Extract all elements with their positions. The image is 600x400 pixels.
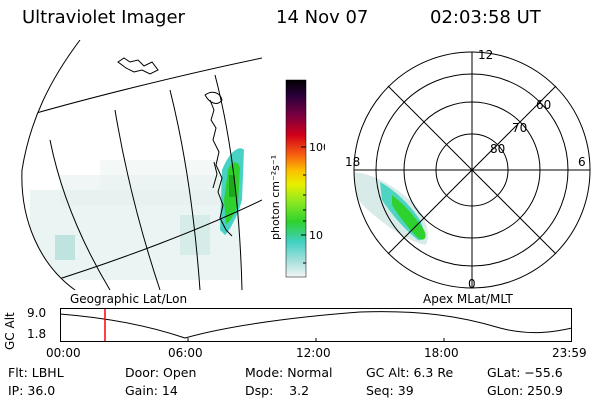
- mlat-label-60: 60: [536, 98, 551, 112]
- mlat-label-70: 70: [512, 121, 527, 135]
- colorbar-tick-10: 10: [309, 229, 323, 242]
- polar-mlat-mlt-panel: 12 18 6 0 60 70 80: [345, 48, 591, 290]
- filter-status: Flt: LBHL: [8, 365, 64, 380]
- lat-lon-grid: [21, 57, 262, 290]
- altitude-trace: [60, 311, 572, 339]
- geographic-longitude: GLon: 250.9: [487, 383, 563, 398]
- mode-status: Mode: Normal: [245, 365, 333, 380]
- door-status: Door: Open: [125, 365, 197, 380]
- time-tick-1200: 12:00: [296, 346, 331, 360]
- time-tick-2359: 23:59: [552, 346, 587, 360]
- colorbar-tick-100: 100: [309, 141, 325, 154]
- mlt-label-0: 0: [468, 277, 476, 290]
- gain-status: Gain: 14: [125, 383, 178, 398]
- geographic-latitude: GLat: −55.6: [487, 365, 563, 380]
- time-tick-0000: 00:00: [46, 346, 81, 360]
- ip-status: IP: 36.0: [8, 383, 56, 398]
- altitude-plot-frame: [60, 308, 572, 342]
- island-outline: [117, 57, 159, 75]
- observation-date: 14 Nov 07: [276, 7, 369, 28]
- dsp-status: Dsp: 3.2: [245, 383, 310, 398]
- aurora-arc: [220, 148, 244, 235]
- time-tick-1800: 18:00: [424, 346, 459, 360]
- instrument-title: Ultraviolet Imager: [22, 7, 185, 28]
- altitude-plot: [60, 308, 572, 342]
- faint-emission-field: [30, 160, 240, 280]
- mlt-label-12: 12: [478, 48, 493, 62]
- altitude-axis-label: GC Alt: [3, 312, 17, 350]
- sequence-status: Seq: 39: [366, 383, 414, 398]
- polar-panel-caption: Apex MLat/MLT: [423, 292, 513, 306]
- polar-grid: [353, 51, 591, 289]
- colorbar-unit-label: photon cm⁻²s⁻¹: [269, 155, 282, 240]
- colorbar: 100 10 photon cm⁻²s⁻¹: [269, 79, 325, 278]
- mlt-label-18: 18: [345, 155, 360, 169]
- coastline: [209, 99, 233, 237]
- time-tick-0600: 06:00: [168, 346, 203, 360]
- geographic-map-panel: [21, 40, 262, 290]
- colorbar-gradient: [285, 79, 307, 278]
- gc-altitude-status: GC Alt: 6.3 Re: [366, 365, 454, 380]
- altitude-tick-high: 9.0: [27, 306, 47, 320]
- mlt-label-6: 6: [578, 155, 586, 169]
- mlat-label-80: 80: [490, 142, 505, 156]
- observation-time: 02:03:58 UT: [430, 7, 541, 28]
- geo-panel-caption: Geographic Lat/Lon: [70, 292, 188, 306]
- altitude-tick-low: 1.8: [27, 327, 47, 341]
- polar-emission: [354, 172, 428, 245]
